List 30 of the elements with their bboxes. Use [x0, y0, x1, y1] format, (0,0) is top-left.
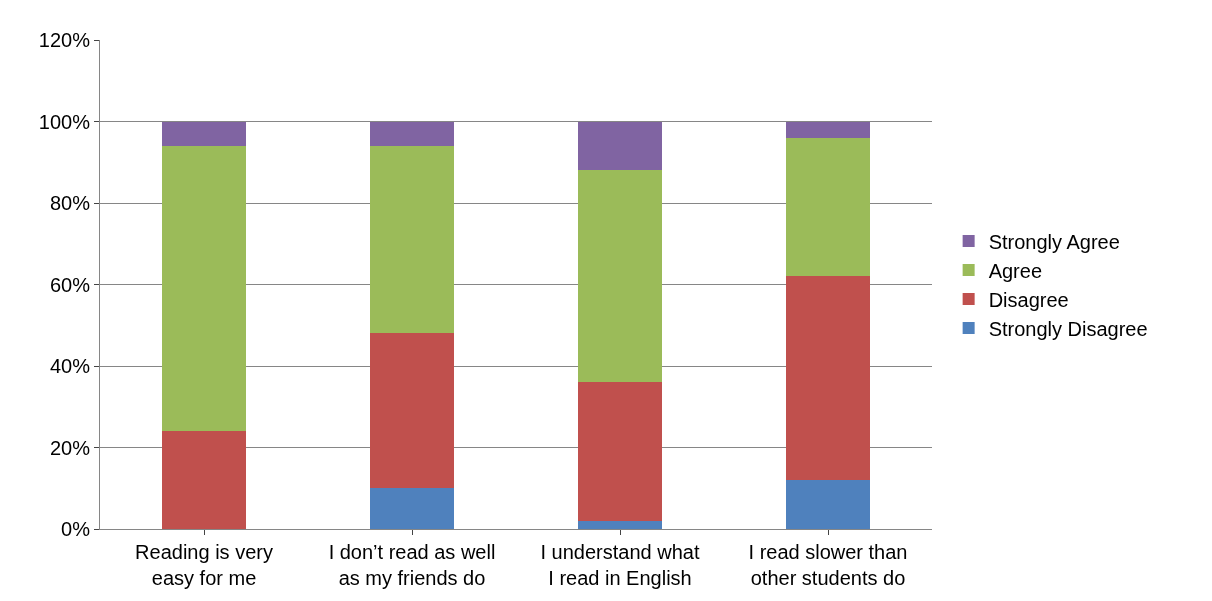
- bar: [578, 121, 662, 171]
- x-tick-label: Reading is very easy for me: [135, 541, 273, 589]
- y-tick-label: 120%: [38, 29, 91, 51]
- y-tick-label: 60%: [49, 273, 91, 296]
- y-tick-label: 40%: [49, 355, 91, 377]
- bar: [370, 333, 454, 489]
- y-tick-label: 20%: [49, 436, 91, 459]
- legend-label: Strongly Disagree: [988, 317, 1148, 340]
- bar: [578, 170, 662, 383]
- bar: [786, 121, 870, 138]
- bar: [370, 145, 454, 334]
- bar: [786, 137, 870, 277]
- y-tick-label: 0%: [61, 518, 91, 540]
- legend-label: Disagree: [988, 288, 1069, 311]
- bar: [370, 488, 454, 529]
- bar: [162, 431, 246, 529]
- legend-label: Agree: [988, 259, 1043, 282]
- bar: [786, 276, 870, 481]
- bar: [162, 145, 246, 432]
- x-tick-label: I understand what I read in English: [540, 541, 700, 589]
- bar: [786, 480, 870, 529]
- bar: [370, 121, 454, 146]
- legend-label: Strongly Agree: [988, 230, 1120, 253]
- bar: [162, 121, 246, 146]
- bar: [578, 382, 662, 521]
- x-tick-label: I don’t read as well as my friends do: [328, 541, 496, 589]
- y-tick-label: 100%: [38, 110, 91, 133]
- bar: [578, 520, 662, 529]
- y-tick-label: 80%: [49, 192, 91, 214]
- x-tick-label: I read slower than other students do: [748, 541, 908, 589]
